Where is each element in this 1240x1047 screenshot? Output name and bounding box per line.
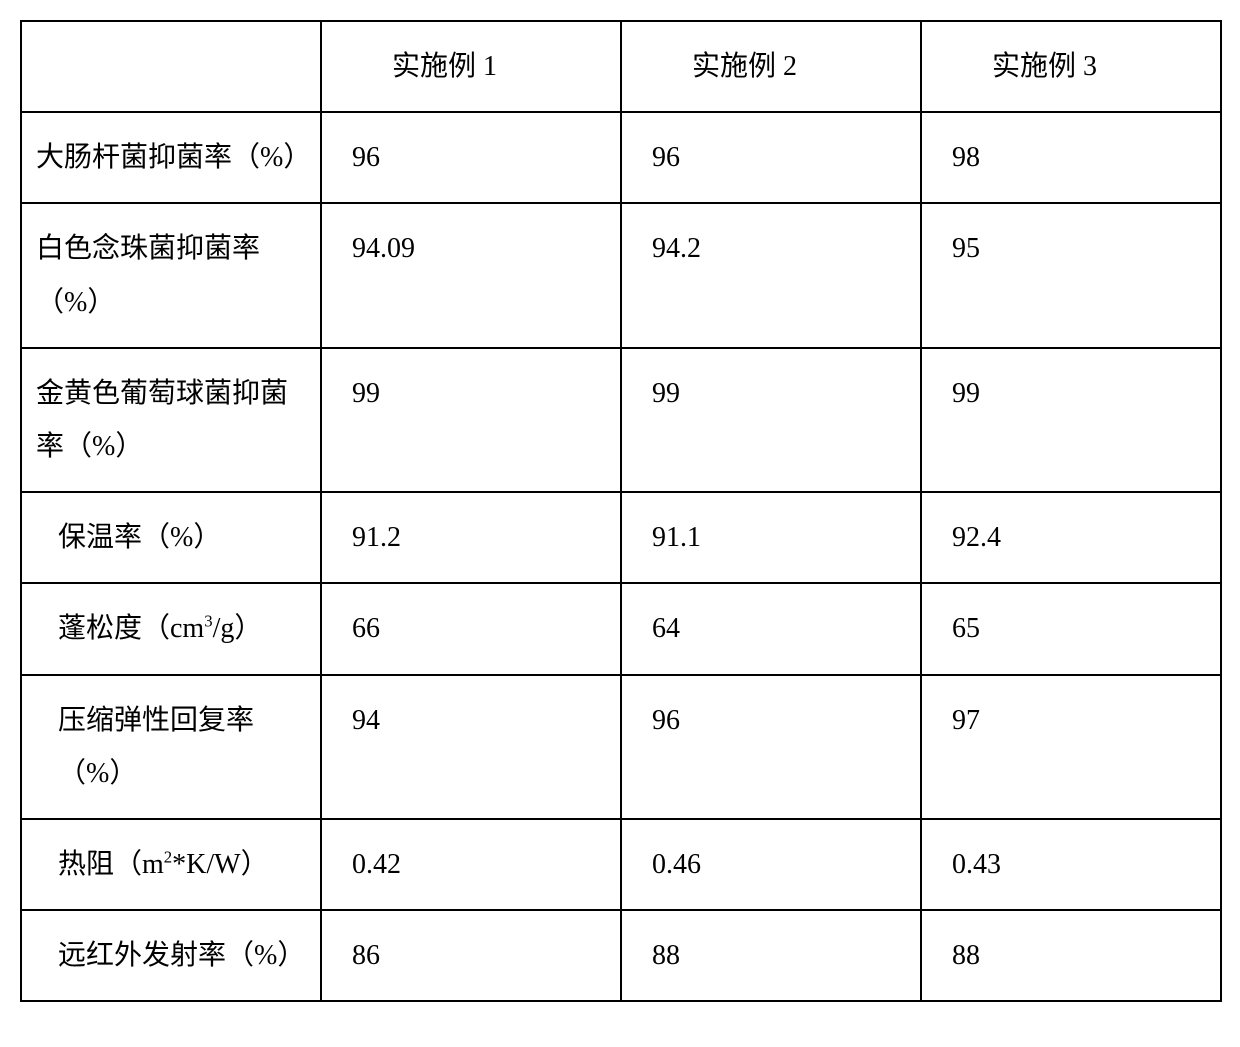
header-cell-col3: 实施例 3 xyxy=(921,21,1221,112)
table-body: 实施例 1 实施例 2 实施例 3 大肠杆菌抑菌率（%） 96 96 98 白色… xyxy=(21,21,1221,1001)
data-cell: 88 xyxy=(621,910,921,1001)
table-row: 蓬松度（cm3/g） 66 64 65 xyxy=(21,583,1221,674)
table-header-row: 实施例 1 实施例 2 实施例 3 xyxy=(21,21,1221,112)
data-cell: 96 xyxy=(321,112,621,203)
data-cell: 94.09 xyxy=(321,203,621,347)
table-row: 热阻（m2*K/W） 0.42 0.46 0.43 xyxy=(21,819,1221,910)
row-label: 金黄色葡萄球菌抑菌率（%） xyxy=(21,348,321,492)
data-cell: 64 xyxy=(621,583,921,674)
row-label: 远红外发射率（%） xyxy=(21,910,321,1001)
data-cell: 92.4 xyxy=(921,492,1221,583)
header-cell-blank xyxy=(21,21,321,112)
table-row: 大肠杆菌抑菌率（%） 96 96 98 xyxy=(21,112,1221,203)
data-cell: 88 xyxy=(921,910,1221,1001)
table-row: 金黄色葡萄球菌抑菌率（%） 99 99 99 xyxy=(21,348,1221,492)
table-row: 远红外发射率（%） 86 88 88 xyxy=(21,910,1221,1001)
header-cell-col1: 实施例 1 xyxy=(321,21,621,112)
data-cell: 0.42 xyxy=(321,819,621,910)
data-cell: 91.1 xyxy=(621,492,921,583)
data-cell: 99 xyxy=(921,348,1221,492)
data-cell: 99 xyxy=(621,348,921,492)
data-cell: 97 xyxy=(921,675,1221,819)
data-cell: 94.2 xyxy=(621,203,921,347)
data-cell: 94 xyxy=(321,675,621,819)
table-row: 压缩弹性回复率（%） 94 96 97 xyxy=(21,675,1221,819)
data-cell: 91.2 xyxy=(321,492,621,583)
data-cell: 0.43 xyxy=(921,819,1221,910)
row-label: 白色念珠菌抑菌率（%） xyxy=(21,203,321,347)
row-label: 蓬松度（cm3/g） xyxy=(21,583,321,674)
data-cell: 0.46 xyxy=(621,819,921,910)
row-label: 压缩弹性回复率（%） xyxy=(21,675,321,819)
data-table: 实施例 1 实施例 2 实施例 3 大肠杆菌抑菌率（%） 96 96 98 白色… xyxy=(20,20,1222,1002)
data-cell: 65 xyxy=(921,583,1221,674)
row-label: 热阻（m2*K/W） xyxy=(21,819,321,910)
data-cell: 96 xyxy=(621,112,921,203)
data-cell: 86 xyxy=(321,910,621,1001)
table-row: 白色念珠菌抑菌率（%） 94.09 94.2 95 xyxy=(21,203,1221,347)
header-cell-col2: 实施例 2 xyxy=(621,21,921,112)
row-label: 保温率（%） xyxy=(21,492,321,583)
data-cell: 66 xyxy=(321,583,621,674)
data-cell: 98 xyxy=(921,112,1221,203)
row-label: 大肠杆菌抑菌率（%） xyxy=(21,112,321,203)
data-cell: 95 xyxy=(921,203,1221,347)
data-cell: 99 xyxy=(321,348,621,492)
data-cell: 96 xyxy=(621,675,921,819)
table-row: 保温率（%） 91.2 91.1 92.4 xyxy=(21,492,1221,583)
